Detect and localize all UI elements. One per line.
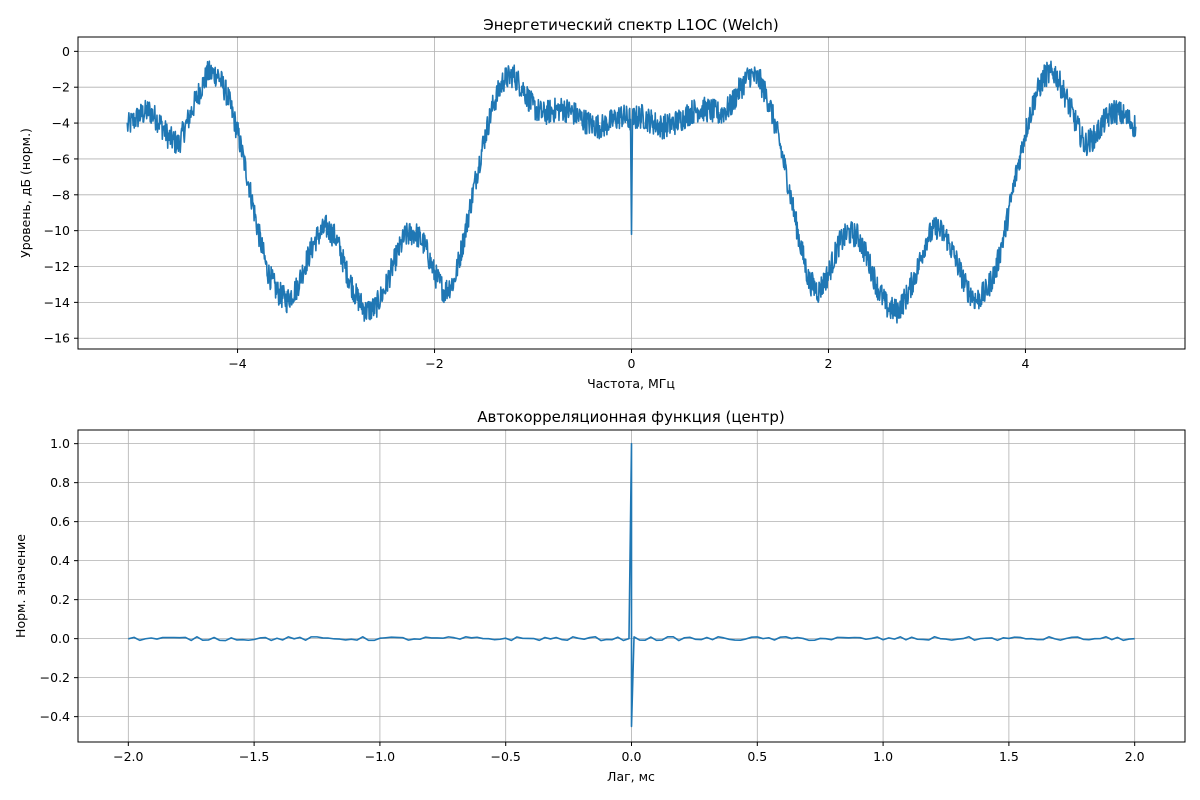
spectrum-xlabel: Частота, МГц	[587, 376, 675, 391]
spectrum-ytick-label: −4	[52, 116, 70, 131]
acf-xticks: −2.0 −1.5 −1.0 −0.5 0.0 0.5 1.0 1.5 2.0	[113, 742, 1145, 764]
spectrum-ytick-label: −16	[44, 331, 70, 346]
spectrum-line	[126, 60, 1137, 324]
acf-ytick-label: 0.8	[50, 475, 70, 490]
acf-xtick-label: 2.0	[1125, 749, 1145, 764]
acf-xtick-label: 0.0	[622, 749, 642, 764]
acf-ytick-label: 0.4	[50, 553, 70, 568]
spectrum-xticks: −4 −2 0 2 4	[228, 349, 1029, 371]
spectrum-title: Энергетический спектр L1OC (Welch)	[483, 16, 778, 34]
acf-title: Автокорреляционная функция (центр)	[477, 408, 784, 426]
spectrum-ytick-label: −10	[44, 223, 70, 238]
acf-xlabel: Лаг, мс	[607, 769, 655, 784]
acf-xtick-label: −2.0	[113, 749, 143, 764]
spectrum-ytick-label: −6	[52, 151, 70, 166]
spectrum-grid	[78, 37, 1185, 349]
acf-xtick-label: −1.0	[365, 749, 395, 764]
spectrum-ylabel: Уровень, дБ (норм.)	[18, 128, 33, 258]
acf-xtick-label: −0.5	[491, 749, 521, 764]
acf-line	[128, 442, 1135, 728]
spectrum-yticks: 0 −2 −4 −6 −8 −10 −12 −14 −16	[44, 44, 78, 346]
acf-ytick-label: 0.0	[50, 631, 70, 646]
acf-ytick-label: −0.2	[40, 670, 70, 685]
spectrum-ytick-label: −12	[44, 259, 70, 274]
spectrum-ytick-label: −14	[44, 295, 70, 310]
acf-ylabel: Норм. значение	[13, 534, 28, 638]
acf-xtick-label: 1.0	[873, 749, 893, 764]
acf-ytick-label: 0.6	[50, 514, 70, 529]
spectrum-xtick-label: −4	[228, 356, 246, 371]
acf-panel: Автокорреляционная функция (центр) −2.0−…	[13, 408, 1186, 784]
acf-ytick-label: −0.4	[40, 709, 70, 724]
spectrum-ytick-label: −2	[52, 80, 70, 95]
spectrum-xtick-label: −2	[425, 356, 443, 371]
spectrum-xtick-label: 0	[628, 356, 636, 371]
spectrum-panel: Энергетический спектр L1OC (Welch) −4 −2 0…	[18, 16, 1186, 391]
acf-axes-frame	[77, 429, 1186, 743]
spectrum-xtick-label: 2	[824, 356, 832, 371]
spectrum-xtick-label: 4	[1021, 356, 1029, 371]
acf-ytick-label: 1.0	[50, 436, 70, 451]
spectrum-ytick-label: 0	[62, 44, 70, 59]
acf-xtick-label: 1.5	[999, 749, 1019, 764]
acf-xtick-label: −1.5	[239, 749, 269, 764]
acf-ytick-label: 0.2	[50, 592, 70, 607]
acf-xtick-label: 0.5	[747, 749, 767, 764]
spectrum-ytick-label: −8	[52, 187, 70, 202]
spectrum-axes-frame	[77, 36, 1186, 350]
acf-yticks: 1.0 0.8 0.6 0.4 0.2 0.0 −0.2 −0.4	[40, 436, 78, 724]
